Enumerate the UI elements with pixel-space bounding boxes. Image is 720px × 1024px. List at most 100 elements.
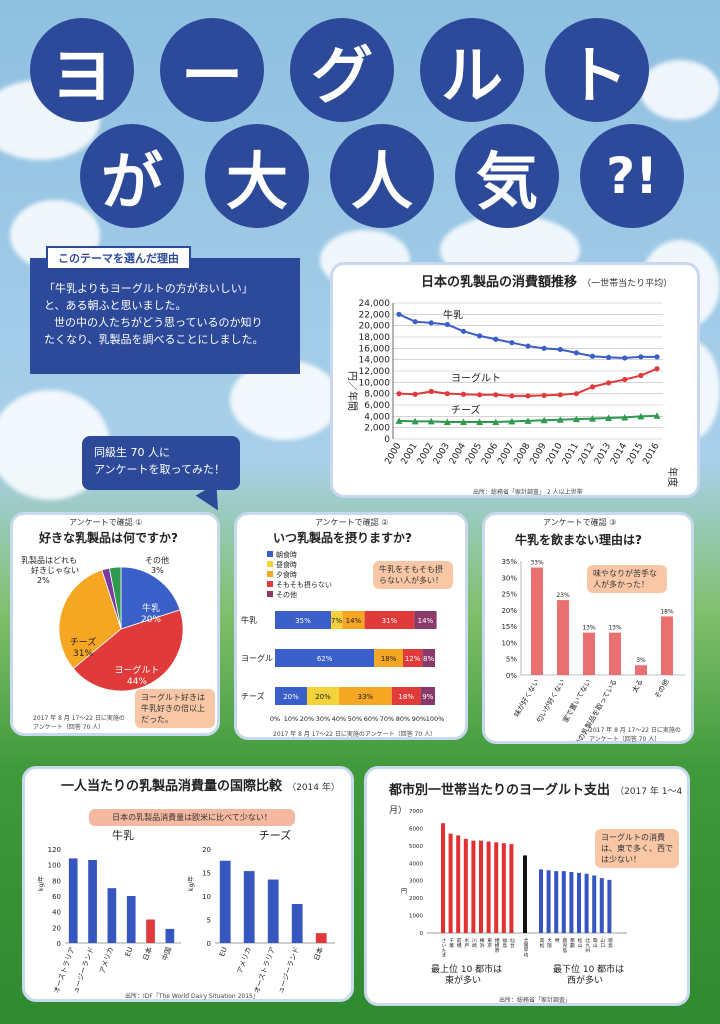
bar (463, 838, 468, 933)
category-label: ニュージーランド (274, 946, 301, 993)
survey1-question: 好きな乳製品は何ですか? (39, 531, 178, 545)
category-label: 鹿児島 (561, 937, 566, 954)
category-label: 川崎 (471, 938, 476, 948)
bar (583, 632, 595, 675)
data-point (606, 380, 612, 386)
y-tick-label: 8,000 (364, 390, 390, 400)
legend-label: 昼食時 (276, 560, 297, 569)
title-char: ヨ (30, 18, 134, 122)
y-tick-label: 120 (48, 846, 61, 854)
data-point (589, 353, 596, 359)
city-panel: 都市別一世帯当たりのヨーグルト支出 （2017 年 1～4 月） 0 1000 20… (364, 766, 690, 1006)
y-axis-label: kg/年 (187, 876, 195, 891)
stack-segment (422, 649, 435, 667)
y-tick-label: 14,000 (359, 356, 391, 366)
y-tick-label: 25% (501, 591, 517, 599)
category-label: 仙台 (509, 937, 514, 949)
callout-line: 牛乳好きの倍以上 (141, 704, 205, 713)
survey-bubble-line: 同級生 70 人に (94, 446, 170, 459)
data-point (573, 391, 579, 397)
legend-label: その他 (276, 590, 297, 599)
bar-value-label: 23% (556, 592, 570, 599)
category-label: 横浜 (479, 937, 484, 949)
segment-label: 7% (331, 617, 342, 625)
segment-label: 18% (398, 693, 414, 701)
y-tick-label: 1000 (409, 914, 423, 920)
data-point (477, 333, 483, 339)
bar (146, 919, 155, 943)
x-tick-label: 60% (364, 715, 378, 723)
data-point (637, 412, 645, 420)
bar (523, 855, 527, 933)
segment-label: 20% (283, 693, 299, 701)
data-point (654, 366, 660, 372)
data-point (427, 417, 435, 425)
data-point (509, 393, 515, 399)
bar (68, 858, 78, 943)
survey3-note: 2017 年 8 月 17～22 日に実施の アンケート（回答 70 人） (589, 727, 681, 743)
data-point (493, 392, 499, 398)
bar (557, 600, 569, 675)
bar (584, 873, 589, 933)
series-label: 牛乳 (443, 309, 463, 322)
y-tick-label: 20% (501, 607, 517, 615)
city-source: 出所：総務省「家計調査」 (499, 997, 572, 1004)
y-tick-label: 5 (207, 917, 211, 925)
legend-swatch (267, 551, 273, 557)
data-point (508, 417, 516, 425)
data-point (525, 343, 531, 349)
bar (569, 872, 574, 933)
x-tick-label: 0% (270, 715, 280, 723)
international-banner: 日本の乳製品消費量は欧米に比べて少ない！ (89, 809, 295, 826)
reason-line: 「牛乳よりもヨーグルトの方がおいしい」 (44, 282, 253, 295)
y-tick-label: 0% (506, 672, 517, 680)
y-tick-label: 40 (52, 909, 61, 917)
segment-label: 33% (358, 693, 374, 701)
category-label: その他 (652, 678, 670, 701)
y-tick-label: 3000 (409, 879, 423, 885)
data-point (606, 354, 612, 360)
category-label: 日本 (141, 946, 154, 962)
bar (165, 928, 175, 943)
title-char: が (80, 124, 184, 228)
title-char: 人 (330, 124, 434, 228)
y-tick-label: 60 (52, 893, 61, 901)
category-label: 家で置いてない (561, 678, 593, 725)
international-source: 出所：IDF「The World Dairy Situation 2015」 (125, 993, 259, 1000)
category-label: 千葉 (448, 937, 453, 949)
legend-swatch (267, 571, 273, 577)
stack-segment (414, 611, 437, 629)
stack-segment (275, 611, 331, 629)
reason-line: 世の中の人たちがどう思っているのか知り (54, 316, 263, 329)
segment-label: 18% (381, 655, 397, 663)
stack-segment (339, 687, 392, 705)
legend-swatch (267, 581, 273, 587)
category-label: 堺 (554, 937, 559, 944)
data-point (396, 311, 402, 317)
data-point (509, 340, 515, 346)
y-tick-label: 20 (52, 924, 61, 932)
legend-swatch (267, 591, 273, 597)
survey1-header: アンケートで確認 ① (69, 518, 143, 527)
bar (479, 840, 483, 933)
category-label: 相模原 (494, 937, 499, 953)
y-tick-label: 2,000 (364, 424, 390, 434)
consumption-panel: 日本の乳製品の消費額推移 （一世帯当たり平均） 0 2,000 4,000 6,000… (330, 262, 700, 498)
data-point (396, 391, 402, 397)
y-tick-label: 15% (501, 623, 517, 631)
stack-segment (374, 649, 403, 667)
data-point (493, 336, 499, 342)
pie-slice (58, 569, 122, 670)
international-panel: 一人当たりの乳製品消費量の国際比較 （2014 年） 日本の乳製品消費量は欧米に… (22, 766, 354, 1002)
y-tick-label: 10% (501, 639, 517, 647)
y-tick-label: 2000 (409, 896, 423, 902)
data-point (622, 376, 628, 383)
data-point (477, 392, 483, 398)
data-point (428, 388, 434, 394)
bar-value-label: 33% (530, 560, 544, 567)
x-tick-label: 50% (348, 715, 362, 723)
bar (267, 879, 279, 943)
series-label: チーズ (451, 403, 481, 416)
